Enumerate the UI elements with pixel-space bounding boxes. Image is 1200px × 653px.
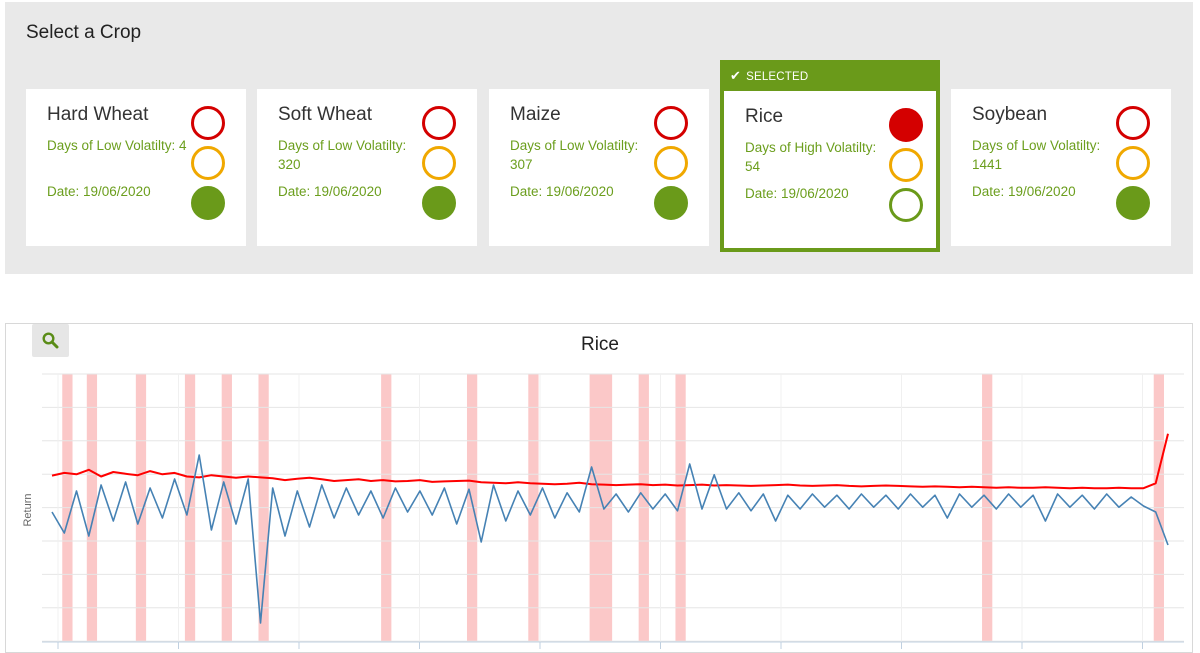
traffic-light-green xyxy=(1116,186,1150,220)
chart-title: Rice xyxy=(580,334,619,355)
volatility-series-line xyxy=(51,433,1169,490)
crop-name: Hard Wheat xyxy=(47,104,149,125)
traffic-light-amber xyxy=(422,146,456,180)
volatility-days: Days of High Volatilty: 54 xyxy=(745,140,877,174)
crop-card-soybean[interactable]: Soybean Days of Low Volatilty: 1441 Date: … xyxy=(951,89,1171,246)
traffic-light-amber xyxy=(191,146,225,180)
traffic-light-red xyxy=(889,108,923,142)
crop-name: Soybean xyxy=(972,104,1048,125)
traffic-light-red xyxy=(1116,106,1150,140)
volatility-days: Days of Low Volatilty: 307 xyxy=(510,138,639,172)
crop-card-rice[interactable]: ✔ SELECTED Rice Days of High Volatilty: 54 D… xyxy=(720,60,940,252)
crop-card-maize[interactable]: Maize Days of Low Volatilty: 307 Date: 19/… xyxy=(489,89,709,246)
zoom-button[interactable] xyxy=(32,324,69,357)
crop-card-hard-wheat[interactable]: Hard Wheat Days of Low Volatilty: 4 Date: … xyxy=(26,89,246,246)
date-label: Date: 19/06/2020 xyxy=(510,184,614,199)
traffic-light-green xyxy=(191,186,225,220)
date-label: Date: 19/06/2020 xyxy=(47,184,151,199)
traffic-light-amber xyxy=(654,146,688,180)
y-axis-label: Return xyxy=(22,493,34,526)
card-body: Rice Days of High Volatilty: 54 Date: 19/0… xyxy=(724,91,936,248)
return-series-line xyxy=(51,454,1169,624)
traffic-light-green xyxy=(422,186,456,220)
traffic-light-red xyxy=(654,106,688,140)
date-label: Date: 19/06/2020 xyxy=(278,184,382,199)
crop-name: Soft Wheat xyxy=(278,104,372,125)
crop-card-soft-wheat[interactable]: Soft Wheat Days of Low Volatilty: 320 Date… xyxy=(257,89,477,246)
volatility-days: Days of Low Volatilty: 320 xyxy=(278,138,407,172)
search-icon xyxy=(42,332,59,349)
selected-label: SELECTED xyxy=(746,71,809,83)
traffic-light-amber xyxy=(1116,146,1150,180)
selected-badge: ✔ SELECTED xyxy=(730,68,808,84)
traffic-light-amber xyxy=(889,148,923,182)
traffic-light-green xyxy=(889,188,923,222)
traffic-light-red xyxy=(422,106,456,140)
chart-panel: Rice Return xyxy=(5,323,1193,653)
crop-name: Maize xyxy=(510,104,561,125)
traffic-light-red xyxy=(191,106,225,140)
checkmark-icon: ✔ xyxy=(730,68,742,83)
crop-name: Rice xyxy=(745,106,784,127)
traffic-light-green xyxy=(654,186,688,220)
date-label: Date: 19/06/2020 xyxy=(972,184,1076,199)
section-title: Select a Crop xyxy=(26,22,142,43)
volatility-chart[interactable]: Return xyxy=(6,324,1194,649)
volatility-days: Days of Low Volatilty: 4 xyxy=(47,138,187,153)
volatility-days: Days of Low Volatilty: 1441 xyxy=(972,138,1101,172)
date-label: Date: 19/06/2020 xyxy=(745,186,849,201)
